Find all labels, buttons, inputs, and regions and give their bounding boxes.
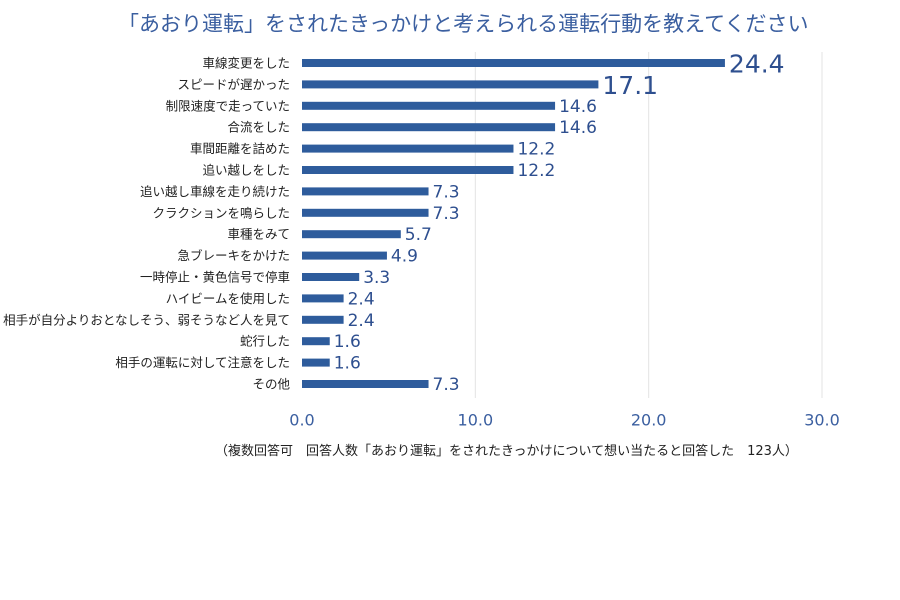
bar-7 — [302, 208, 429, 217]
bar-12 — [302, 315, 344, 324]
category-label-5: 追い越しをした — [202, 163, 290, 178]
bar-1 — [302, 80, 599, 89]
category-label-0: 車線変更をした — [202, 56, 290, 71]
category-label-13: 蛇行した — [240, 334, 290, 349]
value-label-4: 12.2 — [517, 140, 555, 160]
category-label-7: クラクションを鳴らした — [152, 205, 290, 220]
category-label-8: 車種をみて — [227, 227, 290, 242]
value-label-11: 2.4 — [348, 289, 375, 309]
bar-3 — [302, 123, 556, 132]
bar-11 — [302, 294, 344, 303]
value-label-2: 14.6 — [559, 97, 597, 117]
bar-0 — [302, 59, 725, 67]
value-label-0: 24.4 — [729, 50, 785, 79]
x-tick-label-1: 10.0 — [458, 411, 494, 430]
value-label-15: 7.3 — [433, 375, 460, 395]
value-label-10: 3.3 — [363, 268, 390, 288]
value-label-7: 7.3 — [433, 204, 460, 224]
chart-footnote: （複数回答可 回答人数「あおり運転」をされたきっかけについて想い当たると回答した… — [215, 444, 798, 459]
bar-14 — [302, 358, 330, 367]
value-label-13: 1.6 — [334, 332, 361, 352]
bar-2 — [302, 101, 556, 110]
category-label-11: ハイビームを使用した — [166, 291, 290, 306]
category-label-9: 急ブレーキをかけた — [177, 248, 290, 263]
bar-9 — [302, 251, 387, 260]
value-label-9: 4.9 — [391, 247, 418, 267]
bar-15 — [302, 380, 429, 388]
x-tick-label-3: 30.0 — [804, 411, 840, 430]
value-label-3: 14.6 — [559, 118, 597, 138]
bar-10 — [302, 273, 360, 281]
x-tick-label-0: 0.0 — [289, 411, 314, 430]
category-label-6: 追い越し車線を走り続けた — [140, 184, 290, 199]
category-label-4: 車間距離を詰めた — [190, 141, 290, 156]
bar-5 — [302, 166, 514, 174]
value-label-8: 5.7 — [405, 225, 432, 245]
bar-8 — [302, 230, 401, 239]
category-label-15: その他 — [252, 377, 290, 392]
category-label-3: 合流をした — [227, 120, 290, 135]
chart-title: 「あおり運転」をされたきっかけと考えられる運転行動を教えてください — [118, 12, 809, 36]
bar-13 — [302, 337, 330, 346]
value-label-12: 2.4 — [348, 311, 375, 331]
x-tick-label-2: 20.0 — [631, 411, 667, 430]
bar-6 — [302, 187, 429, 196]
value-label-14: 1.6 — [334, 354, 361, 374]
value-label-5: 12.2 — [517, 161, 555, 181]
value-label-1: 17.1 — [602, 71, 658, 100]
bar-4 — [302, 144, 514, 153]
category-label-14: 相手の運転に対して注意をした — [115, 355, 290, 370]
value-label-6: 7.3 — [433, 182, 460, 202]
category-label-2: 制限速度で走っていた — [166, 98, 290, 113]
category-label-12: 相手が自分よりおとなしそう、弱そうなど人を見て — [3, 312, 290, 327]
category-label-10: 一時停止・黄色信号で停車 — [140, 270, 290, 285]
category-label-1: スピードが遅かった — [177, 77, 290, 92]
